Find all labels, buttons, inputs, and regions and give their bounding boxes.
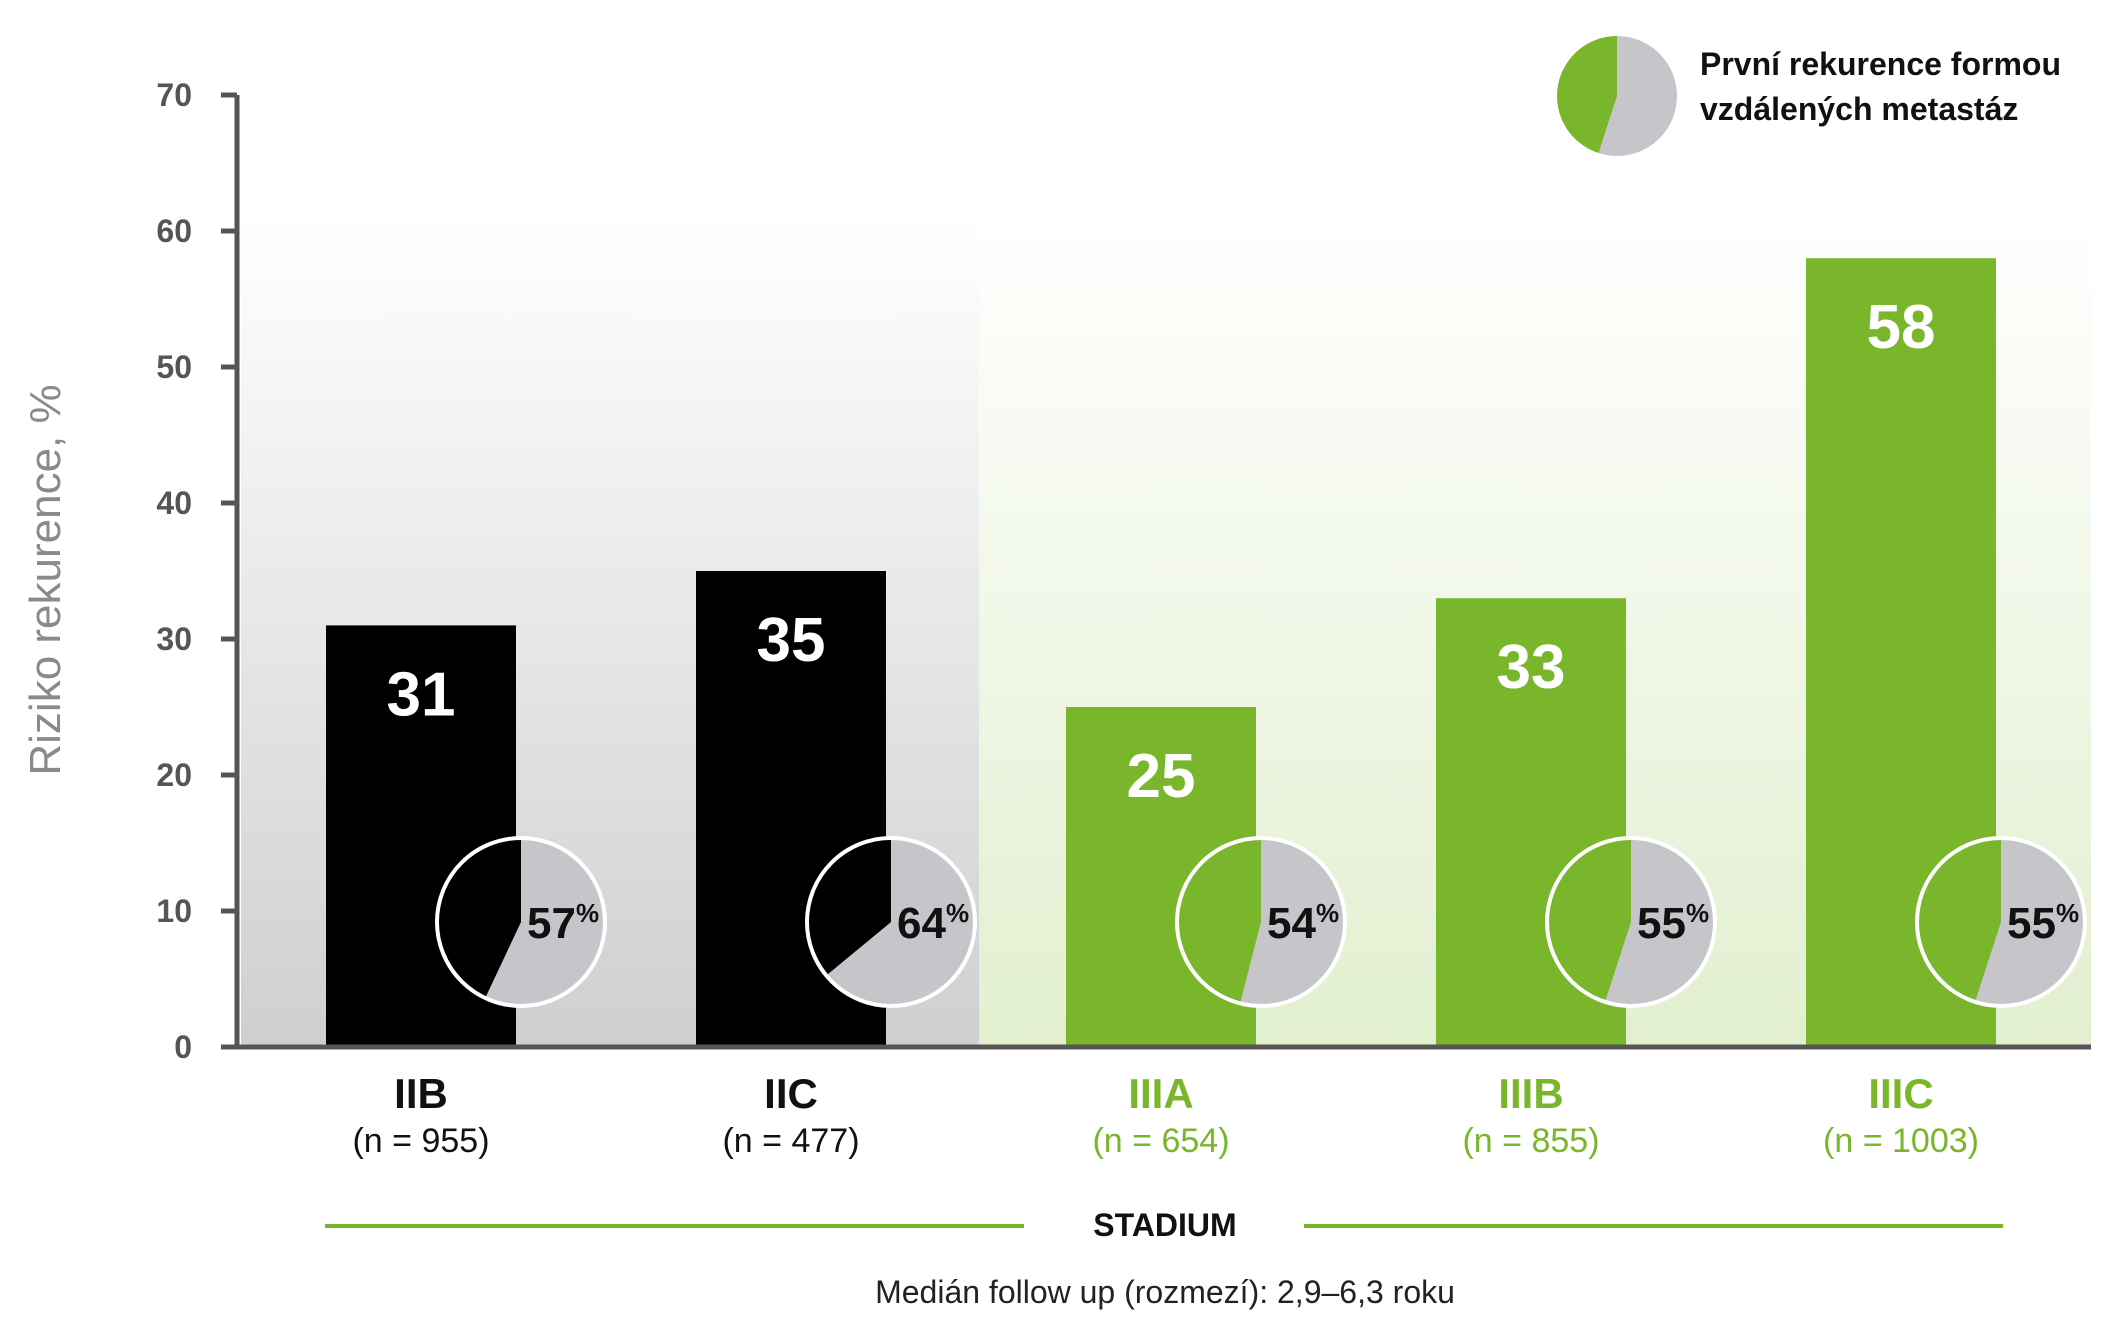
y-tick-label-0: 0	[174, 1029, 192, 1065]
pie-IIIB-slice	[1605, 838, 1716, 1006]
pie-percent-sign-IIB: %	[576, 898, 599, 928]
follow-up-note: Medián follow up (rozmezí): 2,9–6,3 roku	[875, 1274, 1455, 1310]
legend-pie	[1553, 32, 1681, 160]
legend-pie-icon	[1553, 32, 1681, 160]
pie-percent-sign-IIIA: %	[1316, 898, 1339, 928]
pie-IIIA-outline	[1175, 836, 1347, 1008]
pie-IIIA-slice	[1240, 838, 1346, 1006]
pie-IIIC-slice	[1975, 838, 2085, 1006]
category-label-IIB: IIB	[394, 1070, 448, 1117]
pie-IIIA	[1175, 836, 1347, 1008]
y-tick-label-20: 20	[156, 757, 192, 793]
pie-percent-sign-IIIC: %	[2056, 898, 2079, 928]
y-tick-label-40: 40	[156, 485, 192, 521]
pie-IIB-outline	[435, 836, 607, 1008]
bar-value-IIC: 35	[757, 606, 826, 675]
category-n-IIIB: (n = 855)	[1462, 1122, 1599, 1160]
pie-IIC-outline	[805, 836, 977, 1008]
category-n-IIC: (n = 477)	[722, 1122, 859, 1160]
category-label-IIIB: IIIB	[1498, 1070, 1563, 1117]
y-axis-ticks: 0 10 20 30 40 50 60 70	[156, 77, 237, 1065]
legend-pie-outline	[1553, 32, 1681, 160]
category-label-IIIA: IIIA	[1128, 1070, 1193, 1117]
legend-pie-slice	[1597, 34, 1679, 158]
pie-IIB-slice	[485, 838, 605, 1006]
y-tick-label-50: 50	[156, 349, 192, 385]
category-n-IIIA: (n = 654)	[1092, 1122, 1229, 1160]
category-labels: IIB (n = 955) IIC (n = 477) IIIA (n = 654) III…	[352, 1070, 1978, 1160]
pie-IIIC	[1915, 836, 2087, 1008]
pie-markers: 57% 64% 54% 55% 55%	[435, 836, 2087, 1008]
pie-IIB	[435, 836, 607, 1008]
pie-IIIC-outline	[1915, 836, 2087, 1008]
y-tick-label-70: 70	[156, 77, 192, 113]
bar-value-IIIB: 33	[1497, 633, 1566, 702]
pie-IIIB	[1545, 836, 1717, 1008]
pie-IIC-slice	[826, 838, 975, 1006]
category-label-IIIC: IIIC	[1868, 1070, 1933, 1117]
pie-percent-sign-IIC: %	[946, 898, 969, 928]
pie-IIIB-outline	[1545, 836, 1717, 1008]
category-n-IIB: (n = 955)	[352, 1122, 489, 1160]
y-tick-label-30: 30	[156, 621, 192, 657]
pie-IIC	[805, 836, 977, 1008]
legend-line-2: vzdálených metastáz	[1700, 91, 2018, 127]
y-tick-label-10: 10	[156, 893, 192, 929]
bar-value-IIB: 31	[387, 660, 456, 729]
pie-percent-sign-IIIB: %	[1686, 898, 1709, 928]
legend-line-1: První rekurence formou	[1700, 46, 2061, 82]
x-axis-title: STADIUM	[1093, 1207, 1236, 1243]
bar-value-IIIA: 25	[1127, 742, 1196, 811]
y-tick-label-60: 60	[156, 213, 192, 249]
legend: První rekurence formou vzdálených metast…	[1553, 32, 2061, 160]
bar-value-IIIC: 58	[1867, 293, 1936, 362]
y-axis-title: Riziko rekurence, %	[21, 384, 70, 775]
category-label-IIC: IIC	[764, 1070, 818, 1117]
category-n-IIIC: (n = 1003)	[1823, 1122, 1979, 1160]
